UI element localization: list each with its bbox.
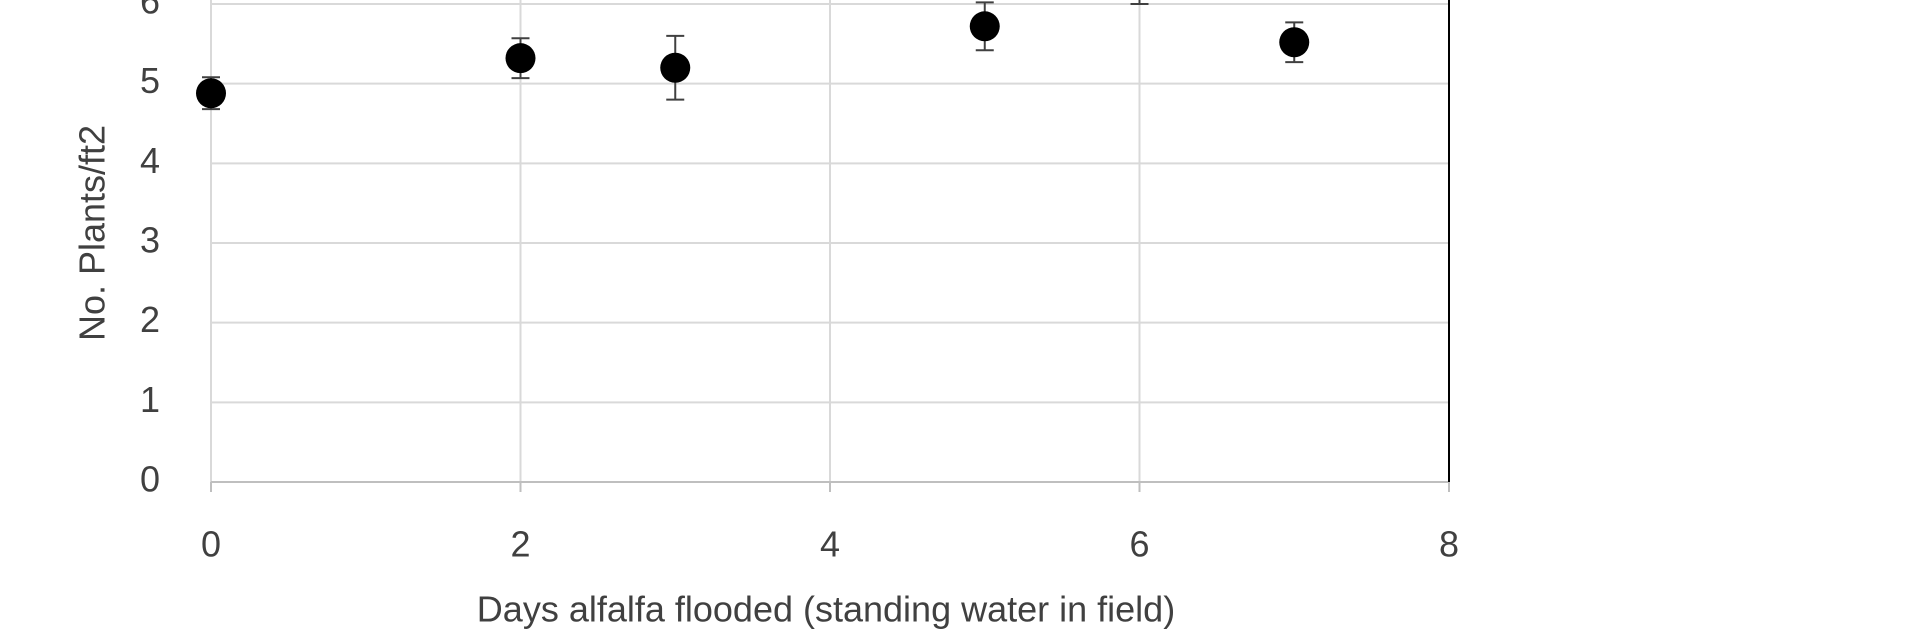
data-point bbox=[1279, 27, 1310, 58]
data-point bbox=[505, 43, 536, 74]
y-tick-label: 3 bbox=[140, 220, 160, 261]
x-tick-label: 2 bbox=[510, 524, 530, 565]
data-point bbox=[969, 11, 1000, 42]
data-point bbox=[196, 78, 226, 109]
y-tick-label: 6 bbox=[140, 0, 160, 22]
y-tick-label: 5 bbox=[140, 60, 160, 101]
y-tick-label: 2 bbox=[140, 299, 160, 340]
x-tick-label: 6 bbox=[1129, 524, 1149, 565]
data-point bbox=[660, 52, 691, 83]
x-axis-label: Days alfalfa flooded (standing water in … bbox=[477, 589, 1175, 630]
y-tick-label: 1 bbox=[140, 379, 160, 420]
y-tick-label: 0 bbox=[140, 459, 160, 500]
y-tick-label: 4 bbox=[140, 140, 160, 181]
x-tick-label: 8 bbox=[1439, 524, 1459, 565]
x-tick-label: 4 bbox=[820, 524, 840, 565]
x-tick-label: 0 bbox=[201, 524, 221, 565]
y-axis-label: No. Plants/ft2 bbox=[72, 125, 113, 341]
